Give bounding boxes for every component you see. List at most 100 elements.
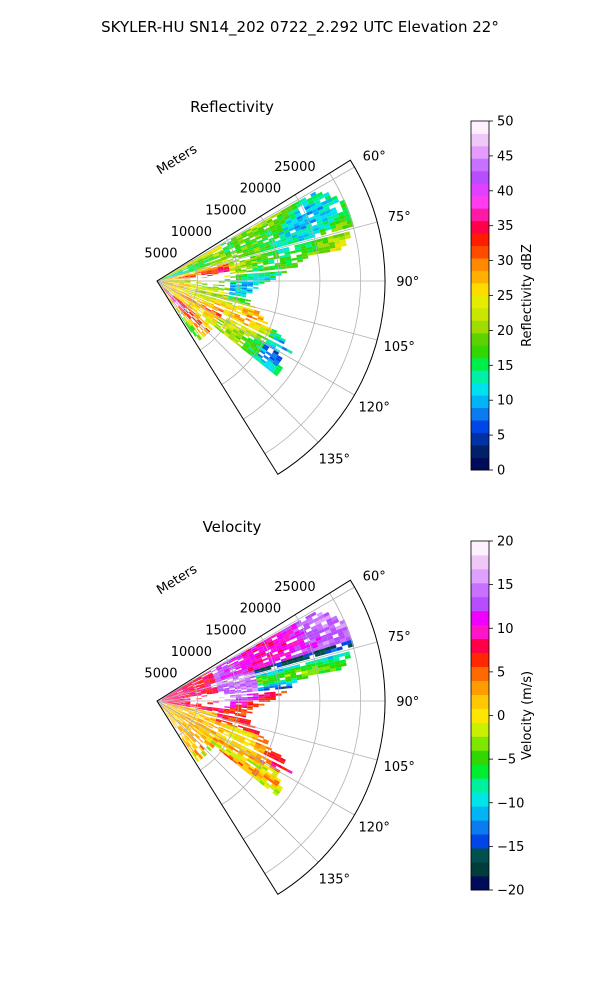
data-cell (212, 251, 219, 256)
data-cell (248, 766, 254, 772)
data-cell (291, 205, 298, 211)
data-cell (186, 741, 191, 747)
data-cell (228, 298, 234, 301)
data-cell (244, 302, 251, 306)
data-cell (196, 676, 202, 681)
data-cell (188, 269, 195, 272)
data-cell (216, 312, 222, 316)
data-cell (166, 693, 172, 697)
data-cell (167, 702, 174, 704)
data-cell (241, 652, 248, 657)
data-cell (167, 699, 174, 700)
data-cell (235, 247, 242, 252)
data-cell (167, 713, 171, 719)
data-cell (324, 646, 332, 651)
data-cell (243, 763, 250, 769)
data-cell (200, 690, 207, 693)
data-cell (211, 294, 218, 297)
data-cell (246, 748, 253, 753)
data-cell (209, 743, 215, 748)
data-cell (240, 326, 247, 332)
data-cell (245, 749, 252, 754)
grid-spoke (156, 700, 355, 816)
data-cell (263, 682, 269, 686)
data-cell (247, 701, 254, 704)
data-cell (262, 766, 269, 771)
data-cell (329, 221, 336, 227)
data-cell (184, 735, 190, 741)
data-cell (233, 718, 240, 721)
data-cell (264, 696, 271, 699)
data-cell (319, 228, 326, 233)
data-cell (184, 694, 190, 696)
data-cell (167, 279, 174, 281)
data-cell (188, 268, 195, 271)
data-cell (286, 236, 293, 241)
data-cell (285, 676, 292, 680)
data-cell (183, 709, 189, 713)
data-cell (215, 258, 222, 262)
data-cell (326, 632, 333, 638)
data-cell (285, 625, 292, 631)
data-cell (229, 709, 236, 712)
data-cell (180, 715, 186, 720)
data-cell (192, 307, 198, 312)
data-cell (197, 720, 203, 724)
data-cell (221, 734, 228, 739)
data-cell (267, 675, 274, 679)
data-cell (161, 283, 167, 286)
data-cell (200, 690, 207, 693)
data-cell (259, 769, 266, 775)
data-cell (290, 231, 297, 236)
data-cell (206, 736, 212, 742)
data-cell (167, 277, 173, 279)
data-cell (215, 733, 222, 738)
data-cell (199, 265, 206, 268)
data-cell (258, 341, 265, 347)
data-cell (175, 713, 181, 717)
data-cell (275, 271, 282, 274)
data-cell (203, 732, 209, 737)
data-cell (215, 743, 222, 748)
data-cell (161, 279, 168, 281)
data-cell (188, 267, 194, 270)
data-cell (202, 322, 208, 327)
data-cell (258, 688, 264, 692)
data-cell (161, 700, 168, 701)
data-cell (242, 728, 249, 732)
data-cell (272, 653, 279, 658)
data-cell (232, 660, 239, 665)
data-cell (256, 259, 263, 263)
radial-tick-label: 15000 (205, 623, 246, 638)
data-cell (302, 202, 310, 208)
data-cell (172, 704, 179, 706)
data-cell (234, 685, 241, 688)
data-cell (258, 761, 265, 767)
data-cell (193, 305, 200, 310)
data-cell (245, 680, 252, 683)
data-cell (206, 711, 212, 715)
data-cell (242, 729, 249, 734)
data-cell (208, 744, 214, 749)
data-cell (167, 704, 173, 707)
data-cell (223, 712, 230, 715)
data-cell (167, 275, 173, 278)
data-cell (289, 250, 296, 254)
data-cell (261, 235, 268, 240)
data-cell (247, 733, 253, 737)
radial-tick-label: 15000 (205, 203, 246, 218)
data-cell (303, 655, 310, 661)
data-cell (187, 724, 193, 729)
data-cell (172, 285, 178, 288)
colorbar-swatch (471, 666, 489, 681)
data-cell (173, 278, 179, 280)
data-cell (189, 271, 196, 274)
data-cell (187, 304, 193, 309)
data-cell (258, 278, 265, 281)
data-cell (185, 297, 191, 302)
data-cell (228, 754, 235, 760)
data-cell (184, 285, 190, 288)
data-cell (283, 229, 290, 234)
data-cell (272, 249, 279, 254)
data-cell (171, 270, 177, 274)
